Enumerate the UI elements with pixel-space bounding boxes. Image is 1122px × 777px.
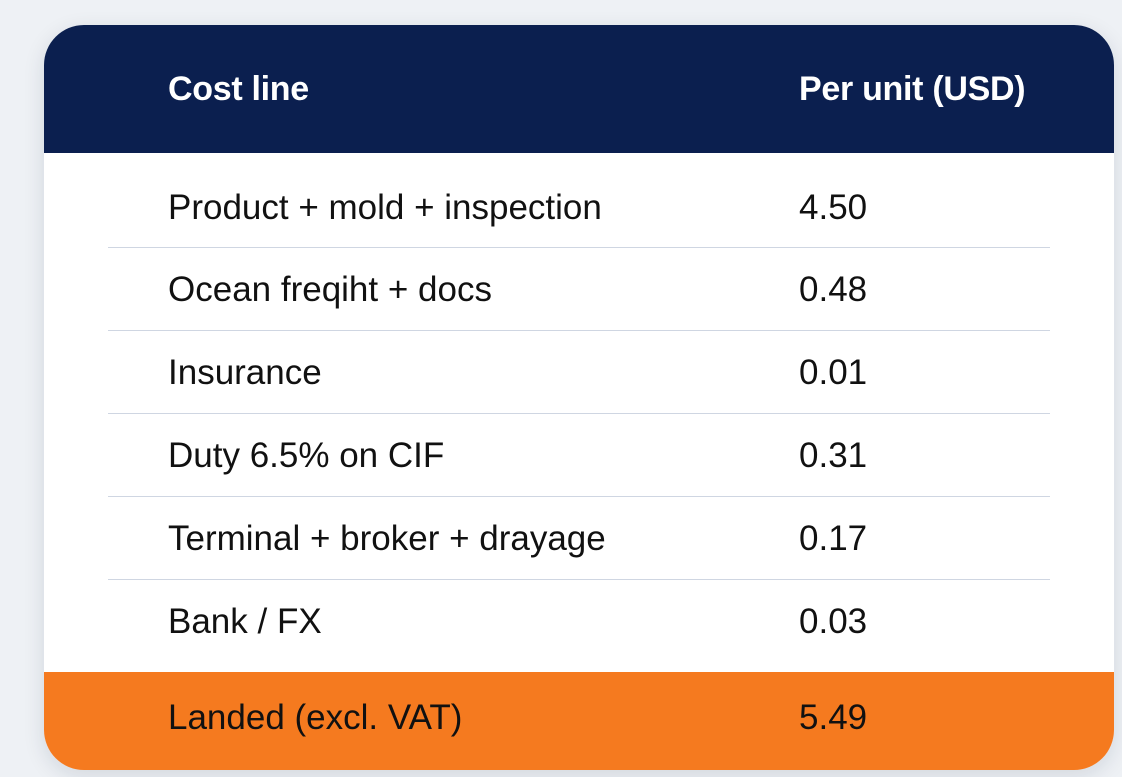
total-label: Landed (excl. VAT)	[168, 698, 463, 737]
table-row: Ocean freqiht + docs 0.48	[44, 248, 1114, 331]
total-row: Landed (excl. VAT) 5.49	[44, 672, 1114, 770]
cost-table-card: Cost line Per unit (USD) Product + mold …	[44, 25, 1114, 770]
header-per-unit: Per unit (USD)	[799, 70, 1026, 108]
table-row: Duty 6.5% on CIF 0.31	[44, 414, 1114, 497]
row-label: Duty 6.5% on CIF	[168, 436, 445, 475]
row-label: Insurance	[168, 353, 322, 392]
table-row: Terminal + broker + drayage 0.17	[44, 497, 1114, 580]
row-value: 0.03	[799, 602, 868, 641]
row-value: 0.48	[799, 270, 868, 309]
row-value: 0.17	[799, 519, 868, 558]
table-header: Cost line Per unit (USD)	[44, 25, 1114, 153]
row-value: 0.31	[799, 436, 868, 475]
row-divider	[108, 247, 1050, 248]
row-divider	[108, 579, 1050, 580]
table-row: Product + mold + inspection 4.50	[44, 153, 1114, 248]
row-value: 0.01	[799, 353, 868, 392]
row-divider	[108, 413, 1050, 414]
row-divider	[108, 330, 1050, 331]
row-label: Product + mold + inspection	[168, 188, 602, 227]
header-cost-line: Cost line	[168, 70, 309, 108]
row-value: 4.50	[799, 188, 868, 227]
table-body: Product + mold + inspection 4.50 Ocean f…	[44, 153, 1114, 663]
row-divider	[108, 496, 1050, 497]
row-label: Terminal + broker + drayage	[168, 519, 606, 558]
total-value: 5.49	[799, 698, 868, 737]
row-label: Ocean freqiht + docs	[168, 270, 492, 309]
table-row: Insurance 0.01	[44, 331, 1114, 414]
table-row: Bank / FX 0.03	[44, 580, 1114, 663]
row-label: Bank / FX	[168, 602, 322, 641]
